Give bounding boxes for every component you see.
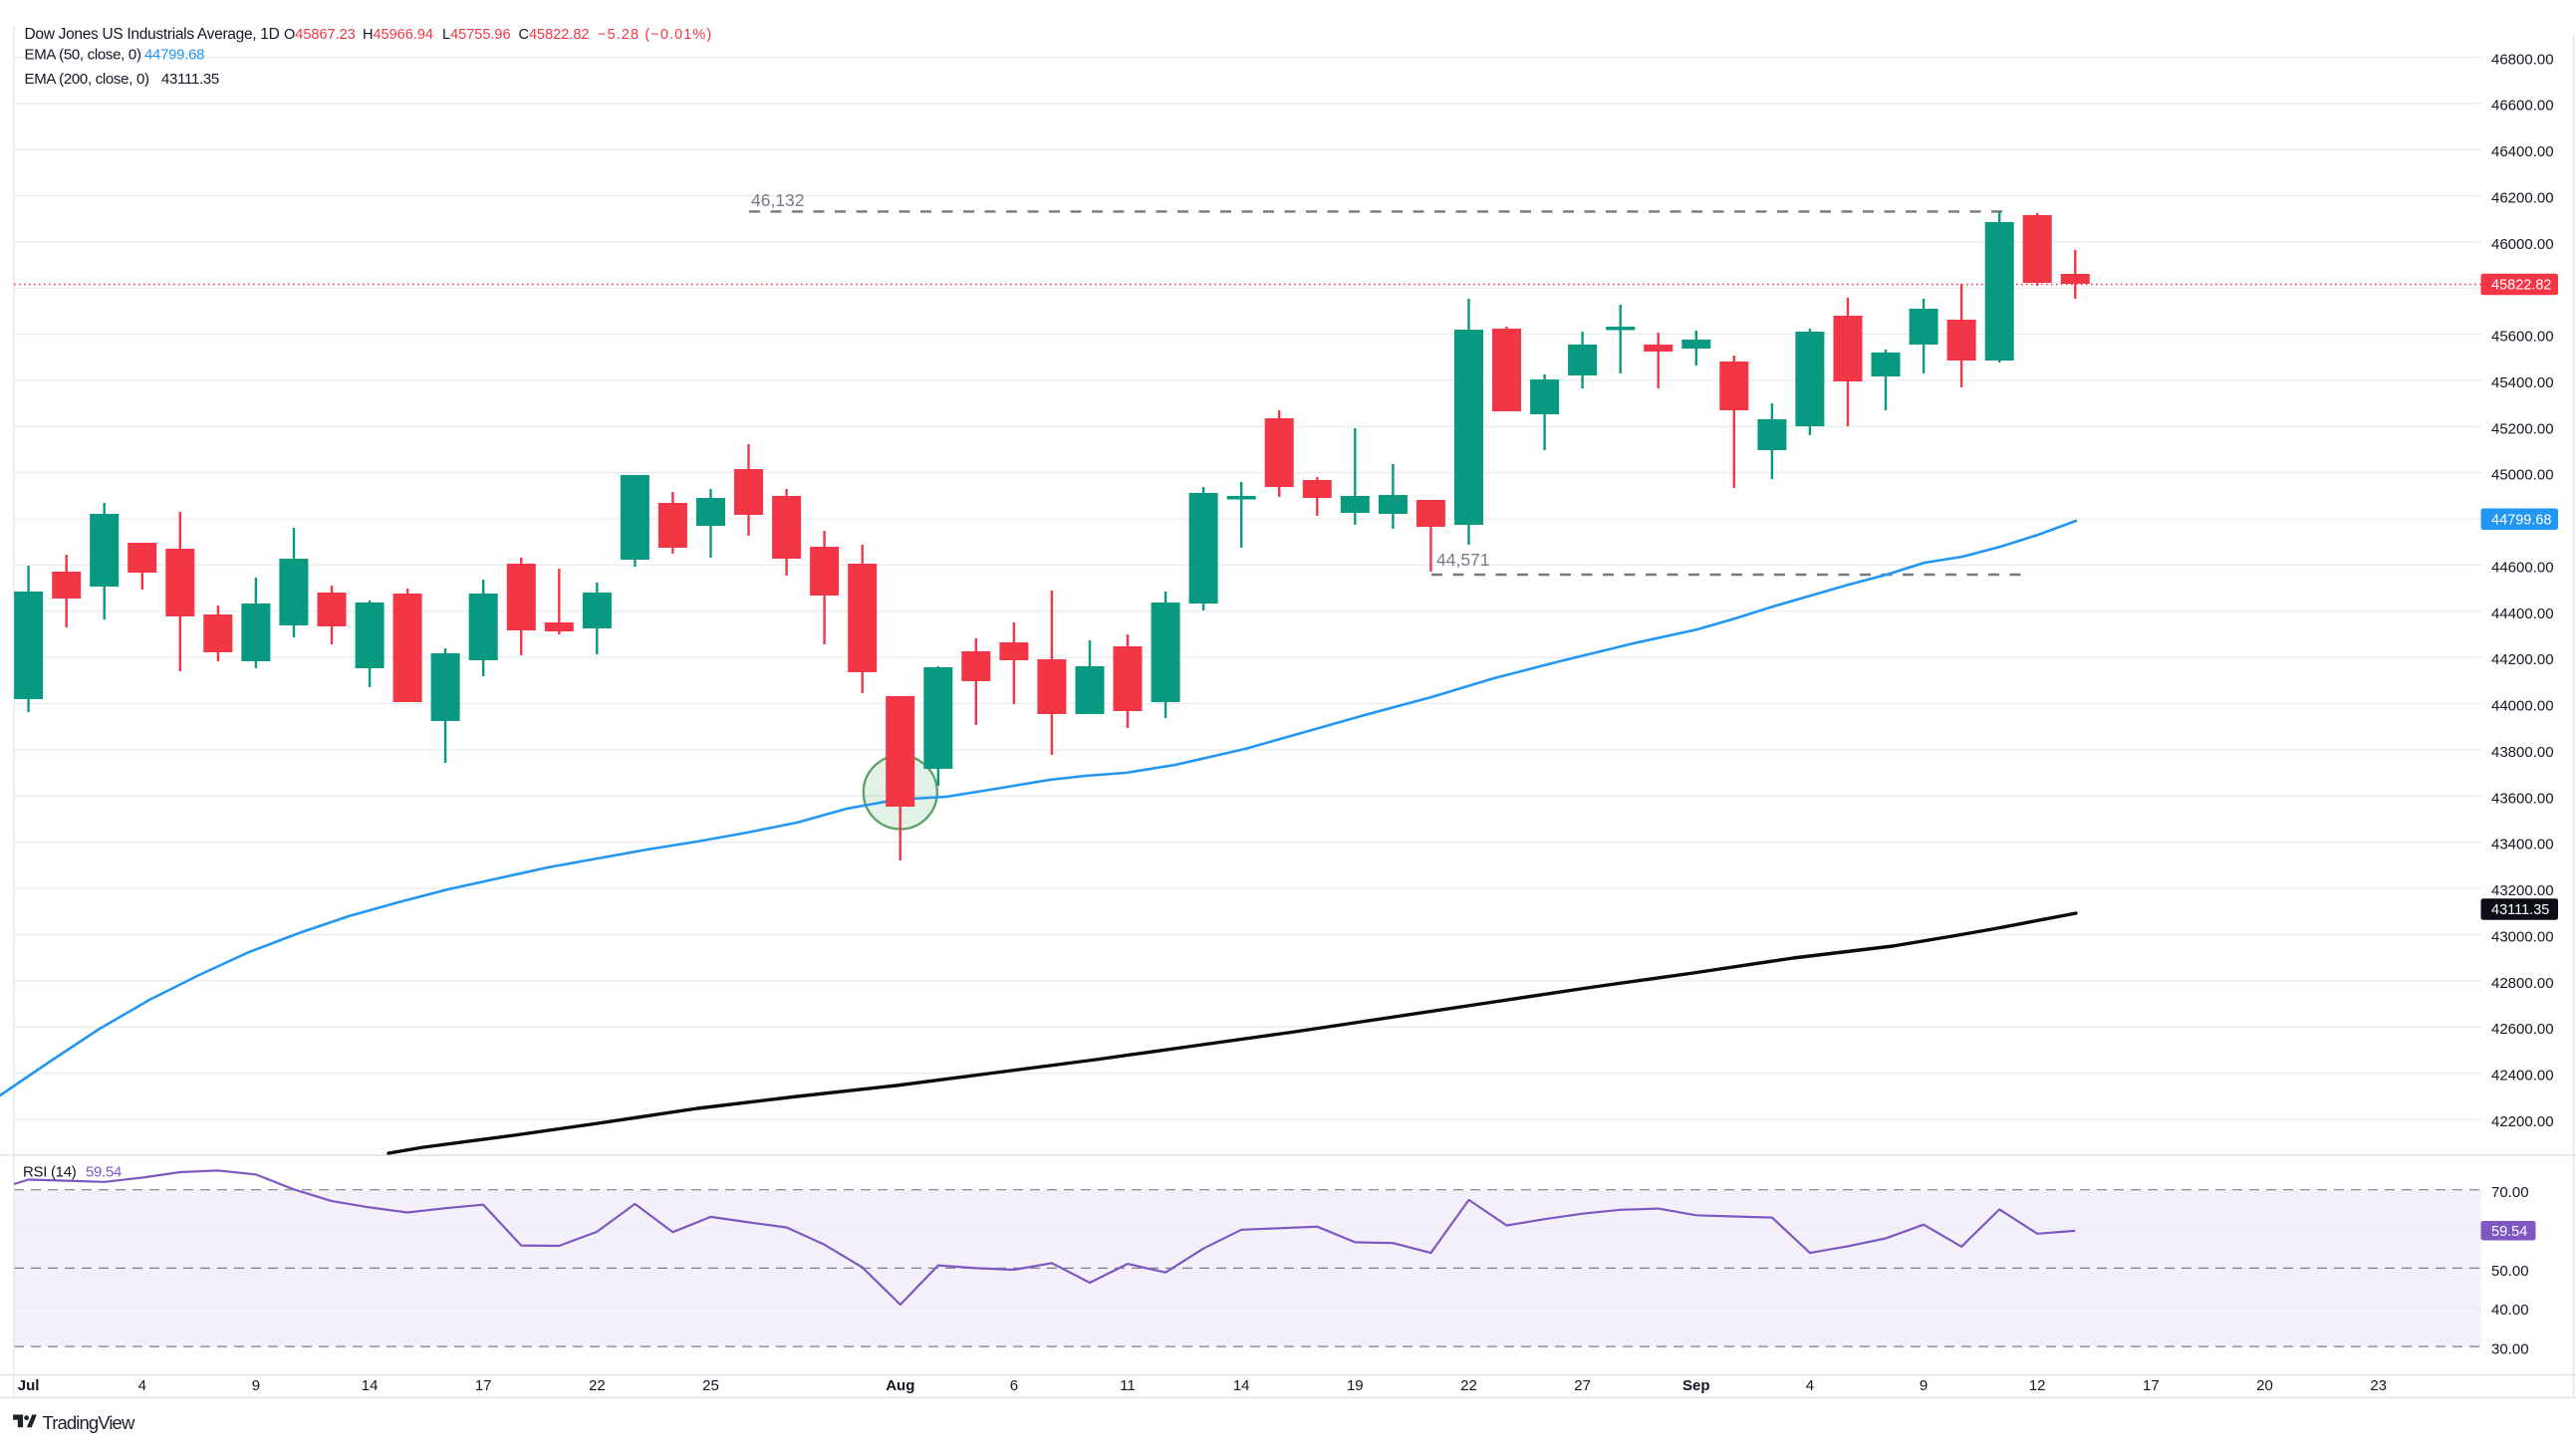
svg-text:O45867.23: O45867.23 (284, 27, 356, 43)
svg-text:25: 25 (702, 1377, 719, 1394)
svg-text:70.00: 70.00 (2491, 1184, 2529, 1201)
svg-text:50.00: 50.00 (2491, 1263, 2529, 1280)
svg-text:11: 11 (1120, 1377, 1136, 1394)
svg-text:Dow Jones US Industrials Avera: Dow Jones US Industrials Average, 1D (25, 26, 280, 43)
svg-text:44600.00: 44600.00 (2491, 560, 2554, 577)
svg-text:30.00: 30.00 (2491, 1341, 2529, 1358)
svg-text:46200.00: 46200.00 (2491, 189, 2554, 206)
svg-text:RSI (14)59.54: RSI (14) 59.54 (23, 1164, 122, 1181)
svg-text:9: 9 (252, 1377, 260, 1394)
svg-text:22: 22 (1460, 1377, 1477, 1394)
svg-text:45600.00: 45600.00 (2491, 329, 2554, 346)
svg-text:4: 4 (138, 1377, 146, 1394)
svg-text:Sep: Sep (1682, 1377, 1710, 1394)
svg-text:43200.00: 43200.00 (2491, 882, 2554, 899)
svg-text:6: 6 (1010, 1377, 1018, 1394)
svg-text:17: 17 (2143, 1377, 2160, 1394)
svg-text:20: 20 (2256, 1377, 2273, 1394)
svg-text:TradingView: TradingView (43, 1412, 135, 1433)
svg-text:42200.00: 42200.00 (2491, 1113, 2554, 1130)
svg-text:43800.00: 43800.00 (2491, 744, 2554, 761)
svg-text:17: 17 (475, 1377, 492, 1394)
svg-text:H45966.94: H45966.94 (363, 27, 433, 43)
svg-text:46800.00: 46800.00 (2491, 51, 2554, 68)
svg-text:46,132: 46,132 (751, 190, 805, 210)
svg-text:14: 14 (362, 1377, 379, 1394)
svg-text:−5.28 (−0.01%): −5.28 (−0.01%) (598, 27, 712, 43)
svg-text:4: 4 (1806, 1377, 1814, 1394)
svg-text:44,571: 44,571 (1436, 550, 1490, 570)
svg-text:44200.00: 44200.00 (2491, 651, 2554, 668)
svg-text:43000.00: 43000.00 (2491, 929, 2554, 946)
svg-text:44400.00: 44400.00 (2491, 605, 2554, 622)
svg-text:59.54: 59.54 (2491, 1224, 2527, 1240)
svg-text:43111.35: 43111.35 (2491, 902, 2549, 918)
svg-text:44000.00: 44000.00 (2491, 698, 2554, 715)
svg-text:45200.00: 45200.00 (2491, 420, 2554, 437)
svg-text:43400.00: 43400.00 (2491, 837, 2554, 853)
svg-text:EMA (50, close, 0)44799.68: EMA (50, close, 0) 44799.68 (25, 47, 205, 64)
svg-text:L45755.96: L45755.96 (442, 27, 511, 43)
svg-text:44799.68: 44799.68 (2491, 512, 2551, 528)
svg-text:22: 22 (589, 1377, 606, 1394)
svg-text:42400.00: 42400.00 (2491, 1068, 2554, 1085)
svg-text:43600.00: 43600.00 (2491, 790, 2554, 807)
svg-text:Aug: Aug (886, 1377, 914, 1394)
svg-text:45000.00: 45000.00 (2491, 467, 2554, 484)
svg-text:Jul: Jul (18, 1377, 40, 1394)
svg-text:46000.00: 46000.00 (2491, 236, 2554, 253)
svg-text:C45822.82: C45822.82 (519, 27, 590, 43)
svg-text:42600.00: 42600.00 (2491, 1021, 2554, 1038)
svg-text:19: 19 (1347, 1377, 1364, 1394)
svg-text:45400.00: 45400.00 (2491, 374, 2554, 391)
svg-text:14: 14 (1233, 1377, 1250, 1394)
svg-text:EMA (200, close, 0)43111.35: EMA (200, close, 0) 43111.35 (25, 71, 219, 88)
svg-text:46400.00: 46400.00 (2491, 143, 2554, 160)
svg-text:23: 23 (2370, 1377, 2387, 1394)
svg-text:12: 12 (2029, 1377, 2046, 1394)
svg-text:46600.00: 46600.00 (2491, 98, 2554, 115)
svg-text:27: 27 (1574, 1377, 1591, 1394)
svg-text:42800.00: 42800.00 (2491, 975, 2554, 992)
svg-text:45822.82: 45822.82 (2491, 278, 2551, 294)
svg-text:40.00: 40.00 (2491, 1302, 2529, 1319)
svg-text:9: 9 (1920, 1377, 1928, 1394)
